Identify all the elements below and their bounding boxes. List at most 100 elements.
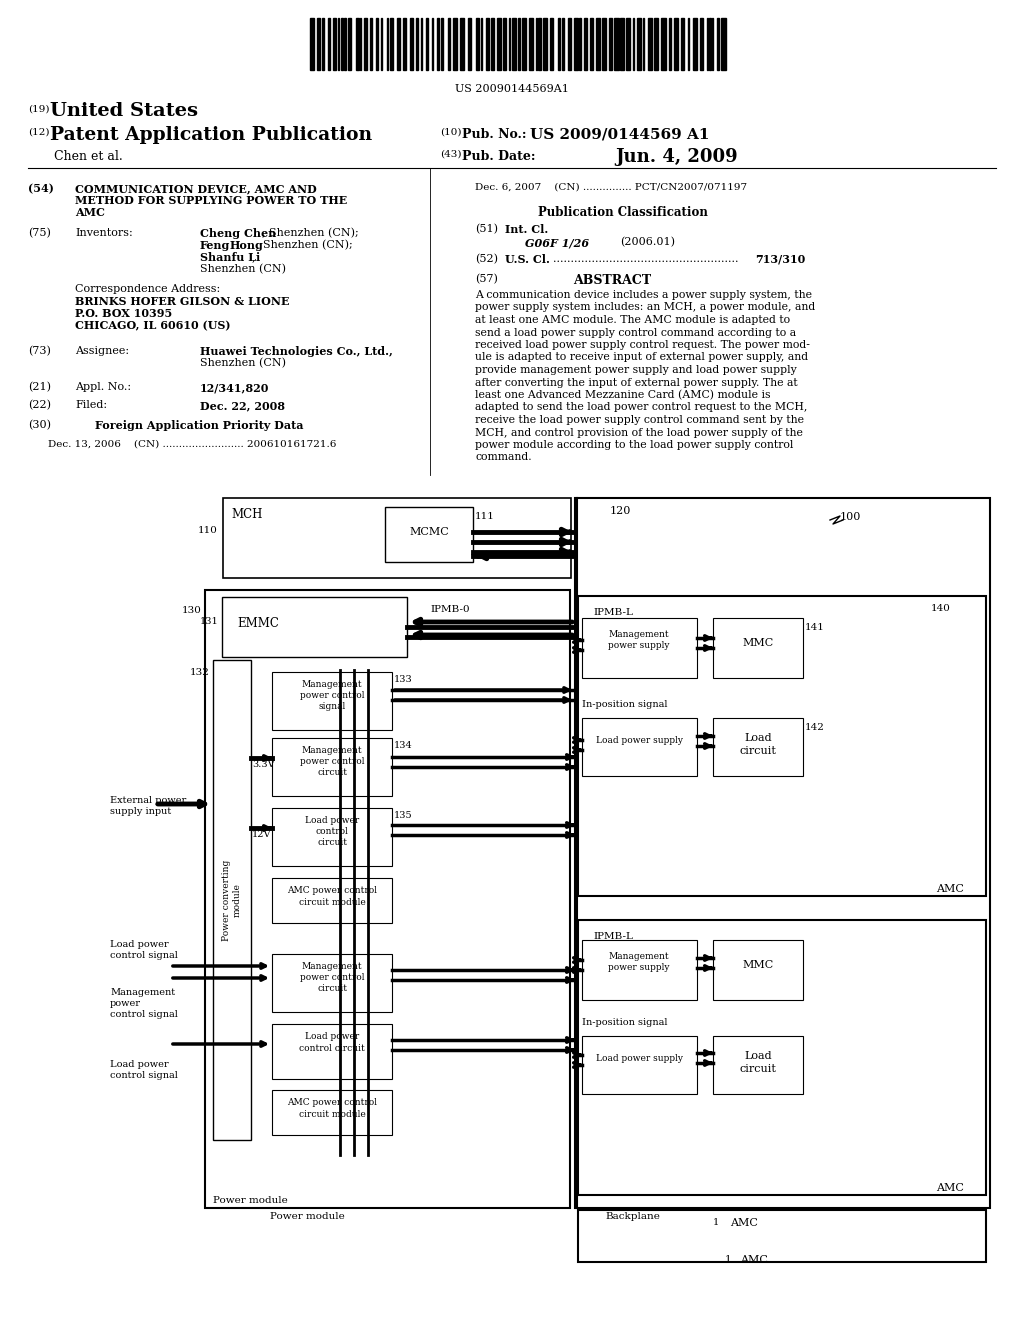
Bar xyxy=(460,18,465,70)
Text: ule is adapted to receive input of external power supply, and: ule is adapted to receive input of exter… xyxy=(475,352,808,363)
Text: (30): (30) xyxy=(28,420,51,430)
Bar xyxy=(654,18,657,70)
Bar xyxy=(637,18,641,70)
Text: 110: 110 xyxy=(198,525,218,535)
Bar xyxy=(693,18,696,70)
Bar xyxy=(614,18,618,70)
Bar xyxy=(681,18,684,70)
Bar xyxy=(721,18,726,70)
Text: (57): (57) xyxy=(475,275,498,284)
Bar xyxy=(579,18,581,70)
Text: Cheng Chen: Cheng Chen xyxy=(200,228,276,239)
Bar xyxy=(416,18,418,70)
Text: (52): (52) xyxy=(475,253,498,264)
Text: AMC: AMC xyxy=(936,884,964,894)
Text: 120: 120 xyxy=(610,506,632,516)
Bar xyxy=(567,18,571,70)
Bar xyxy=(376,18,378,70)
Text: Management: Management xyxy=(302,962,362,972)
Text: AMC: AMC xyxy=(740,1255,768,1265)
Bar xyxy=(575,498,990,1208)
Text: US 20090144569A1: US 20090144569A1 xyxy=(455,84,569,94)
Text: 142: 142 xyxy=(805,723,825,733)
Text: 713/310: 713/310 xyxy=(755,253,805,265)
Bar xyxy=(272,1024,392,1078)
Text: Power module: Power module xyxy=(213,1196,288,1205)
Text: 141: 141 xyxy=(805,623,825,632)
Text: 131: 131 xyxy=(201,616,219,626)
Bar xyxy=(454,18,457,70)
Bar xyxy=(365,18,367,70)
Bar xyxy=(538,18,541,70)
Text: In-position signal: In-position signal xyxy=(582,700,668,709)
Text: (10): (10) xyxy=(440,128,462,137)
Bar xyxy=(432,18,433,70)
Bar xyxy=(504,18,506,70)
Text: Filed:: Filed: xyxy=(75,400,108,411)
Bar xyxy=(626,18,630,70)
Bar xyxy=(602,18,605,70)
Text: ,: , xyxy=(252,252,256,261)
Text: Power module: Power module xyxy=(270,1212,345,1221)
Text: power control: power control xyxy=(300,756,365,766)
Bar xyxy=(272,738,392,796)
Text: control: control xyxy=(315,828,348,836)
Bar xyxy=(518,18,520,70)
Text: 132: 132 xyxy=(190,668,210,677)
Bar xyxy=(355,18,358,70)
Text: circuit: circuit xyxy=(317,983,347,993)
Text: Hong: Hong xyxy=(230,240,264,251)
Bar xyxy=(562,18,564,70)
Bar xyxy=(558,18,560,70)
Bar xyxy=(323,18,325,70)
Bar xyxy=(310,18,314,70)
Text: 140: 140 xyxy=(931,605,951,612)
Text: power supply: power supply xyxy=(608,642,670,649)
Text: Management: Management xyxy=(302,746,362,755)
Text: BRINKS HOFER GILSON & LIONE: BRINKS HOFER GILSON & LIONE xyxy=(75,296,290,308)
Text: .....................................................: ........................................… xyxy=(553,253,738,264)
Text: (75): (75) xyxy=(28,228,51,239)
Text: , Shenzhen (CN);: , Shenzhen (CN); xyxy=(262,228,358,239)
Text: Correspondence Address:: Correspondence Address: xyxy=(75,284,220,294)
Text: received load power supply control request. The power mod-: received load power supply control reque… xyxy=(475,341,810,350)
Bar xyxy=(344,18,345,70)
Bar xyxy=(272,808,392,866)
Text: Shenzhen (CN): Shenzhen (CN) xyxy=(200,358,286,368)
Bar xyxy=(713,618,803,678)
Text: AMC: AMC xyxy=(730,1218,758,1228)
Text: receive the load power supply control command sent by the: receive the load power supply control co… xyxy=(475,414,804,425)
Bar xyxy=(222,597,407,657)
Text: 12/341,820: 12/341,820 xyxy=(200,381,269,393)
Bar xyxy=(713,18,714,70)
Bar xyxy=(550,18,553,70)
Text: Management: Management xyxy=(608,630,670,639)
Text: 3.3V: 3.3V xyxy=(252,760,274,770)
Bar xyxy=(316,18,319,70)
Bar xyxy=(585,18,587,70)
Text: Power converting
module: Power converting module xyxy=(222,859,242,941)
Text: Assignee:: Assignee: xyxy=(75,346,129,356)
Bar xyxy=(447,18,450,70)
Text: Pub. Date:: Pub. Date: xyxy=(462,150,536,162)
Bar xyxy=(213,660,251,1140)
Bar xyxy=(582,940,697,1001)
Text: IPMB-L: IPMB-L xyxy=(593,609,633,616)
Bar xyxy=(205,590,570,1208)
Text: External power: External power xyxy=(110,796,186,805)
Text: Backplane: Backplane xyxy=(605,1212,659,1221)
Text: power: power xyxy=(110,999,141,1008)
Text: , Shenzhen (CN);: , Shenzhen (CN); xyxy=(256,240,352,251)
Bar xyxy=(441,18,443,70)
Text: 111: 111 xyxy=(475,512,495,521)
Text: Inventors:: Inventors: xyxy=(75,228,133,238)
Bar xyxy=(223,498,571,578)
Bar xyxy=(713,940,803,1001)
Text: ABSTRACT: ABSTRACT xyxy=(573,275,651,286)
Text: control signal: control signal xyxy=(110,1010,178,1019)
Bar xyxy=(709,18,711,70)
Bar xyxy=(669,18,671,70)
Text: provide management power supply and load power supply: provide management power supply and load… xyxy=(475,366,797,375)
Text: circuit module: circuit module xyxy=(299,898,366,907)
Text: (2006.01): (2006.01) xyxy=(620,238,675,247)
